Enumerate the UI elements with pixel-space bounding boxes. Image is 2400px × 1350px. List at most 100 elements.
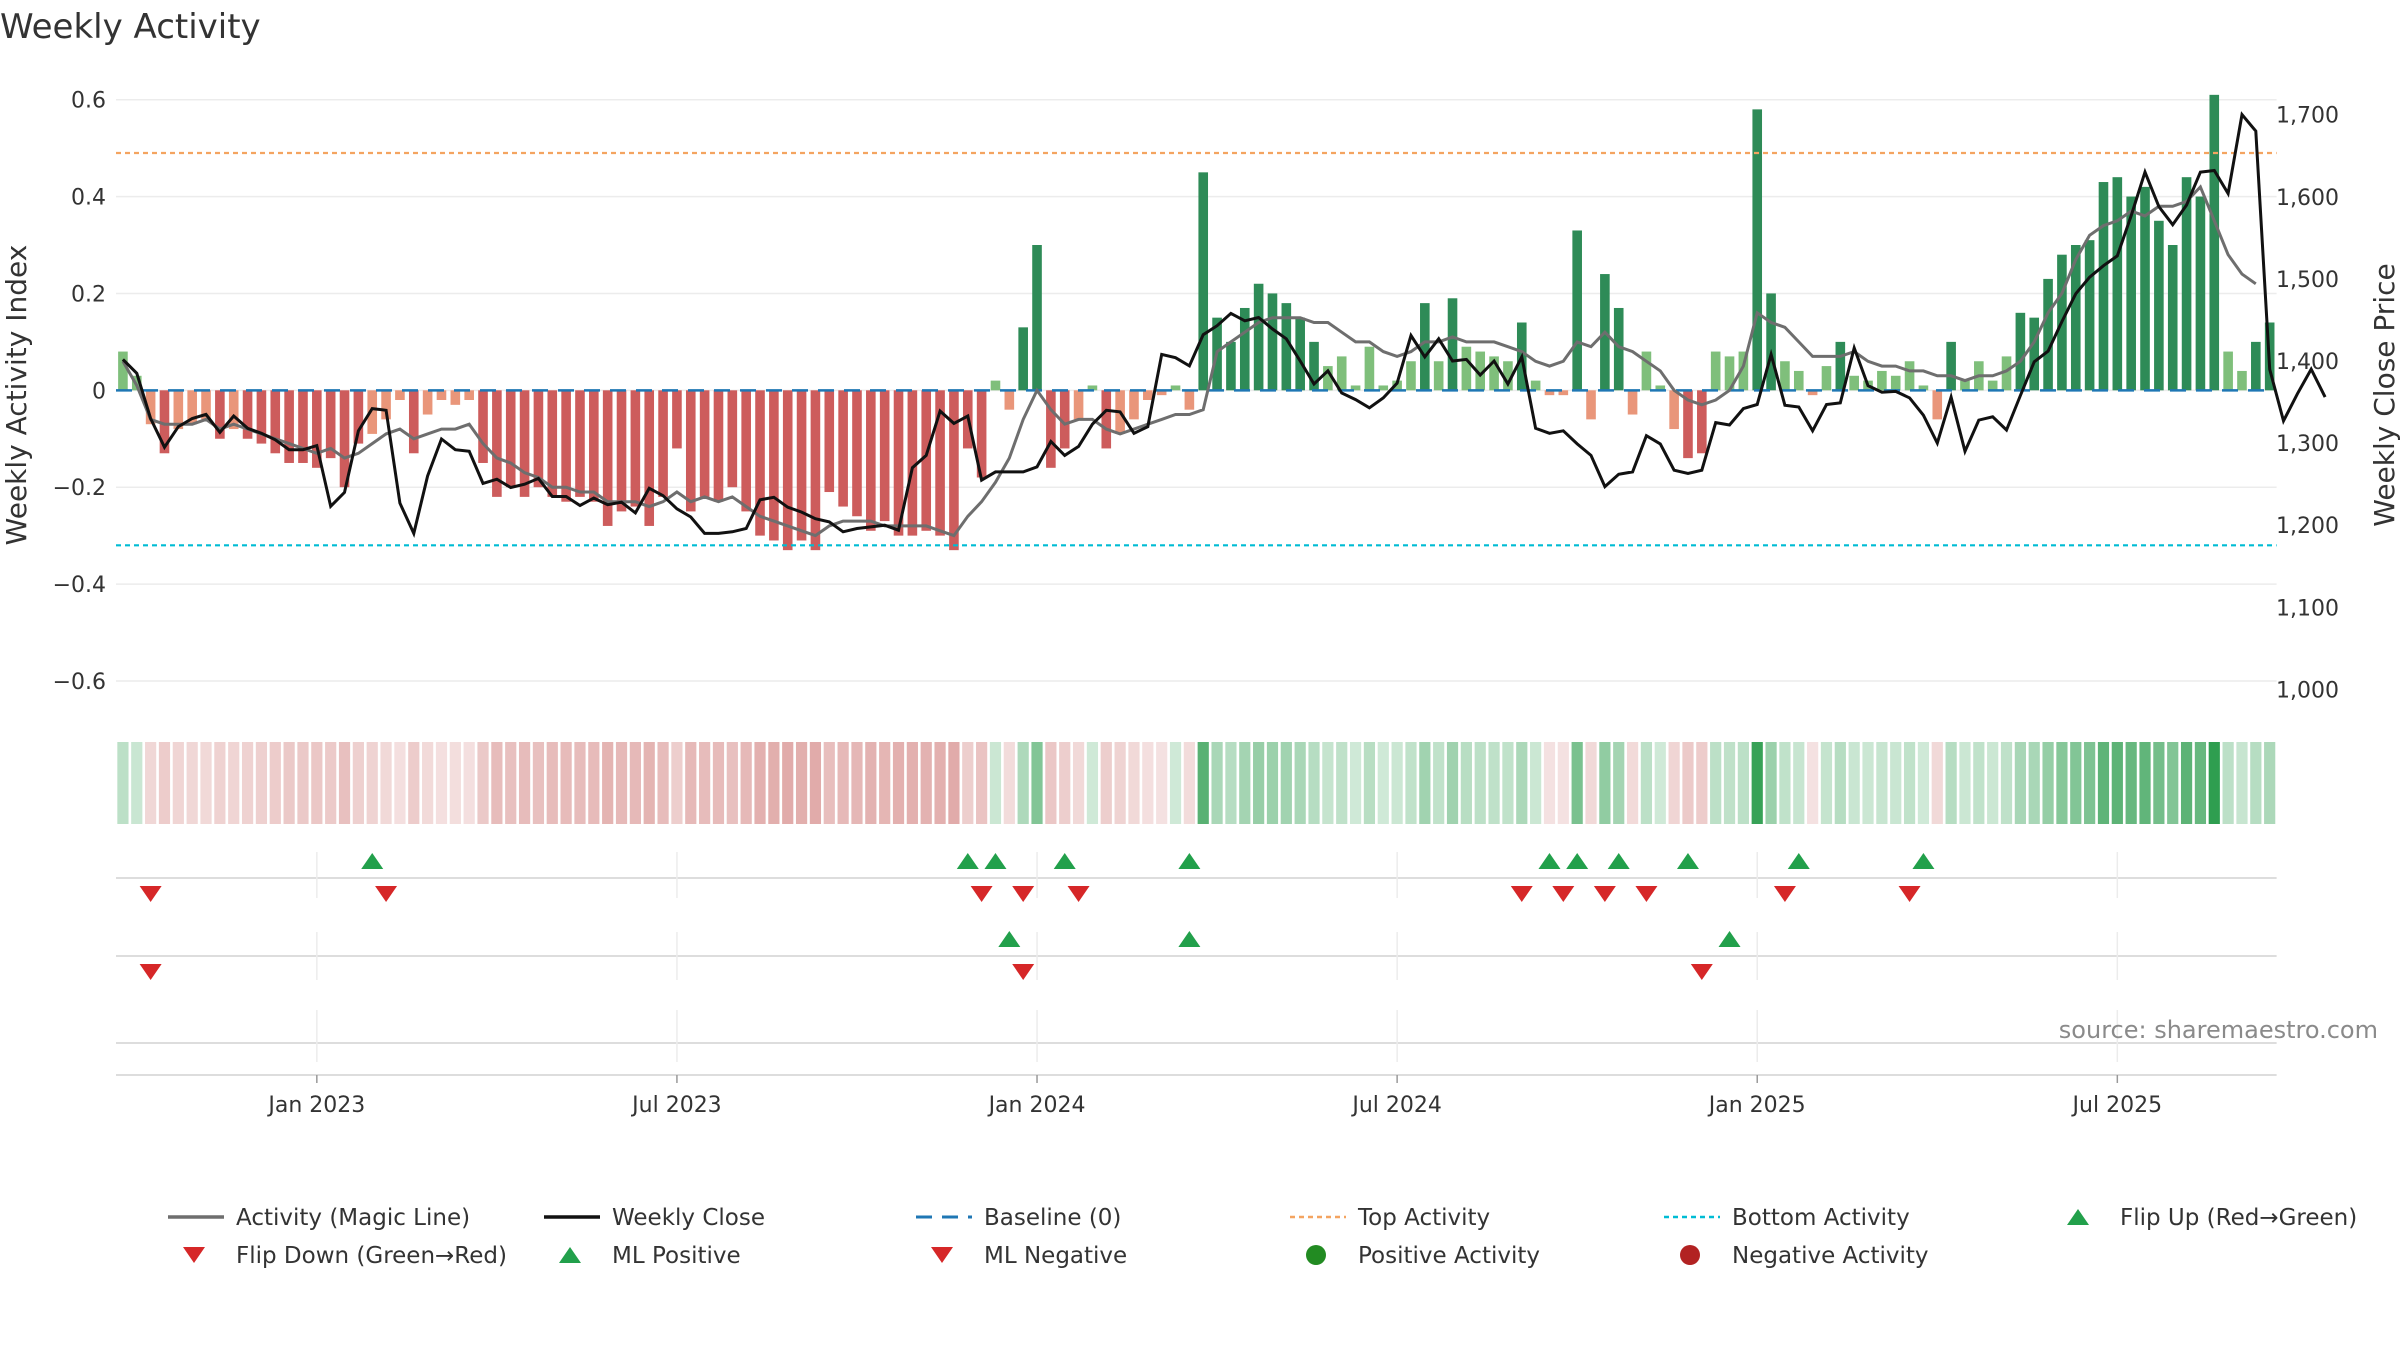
activity-bar [575, 390, 585, 497]
strip-cell [1723, 742, 1736, 824]
activity-bar [893, 390, 904, 536]
activity-bar [547, 390, 558, 497]
legend-label-magic-line: Activity (Magic Line) [236, 1205, 470, 1231]
strip-cell [1834, 742, 1846, 824]
activity-bar [1447, 298, 1458, 391]
right-tick-label: 1,400 [2276, 350, 2339, 375]
activity-bar [367, 390, 378, 434]
activity-bar [1253, 283, 1264, 391]
strip-cell [2167, 742, 2179, 824]
activity-bar [270, 390, 281, 454]
strip-cell [1987, 742, 1999, 824]
strip-cell [1557, 742, 1569, 824]
strip-cell [1530, 742, 1542, 824]
strip-cell [186, 742, 198, 824]
strip-cell [823, 742, 835, 824]
left-tick-label: 0 [92, 379, 106, 404]
activity-bar [1669, 390, 1679, 430]
strip-cell [726, 742, 738, 824]
x-tick-label: Jul 2025 [2071, 1093, 2163, 1118]
strip-cell [1765, 742, 1777, 824]
activity-bar [589, 390, 599, 502]
activity-bar [1073, 390, 1084, 420]
activity-bar [741, 390, 751, 512]
legend-label-top-activity: Top Activity [1357, 1205, 1490, 1231]
activity-bar [2209, 94, 2220, 391]
series-lines [121, 111, 2327, 538]
activity-bar [201, 390, 211, 420]
strip-cell [560, 742, 572, 824]
strip-cell [2153, 742, 2165, 824]
activity-bar [187, 390, 197, 425]
activity-bar [215, 390, 225, 439]
x-tick-label: Jan 2025 [1707, 1093, 1806, 1118]
strip-cell [1737, 742, 1749, 824]
weekly-close-line [121, 111, 2327, 538]
activity-bar [312, 390, 322, 468]
activity-bar [242, 390, 253, 439]
activity-bar [1932, 390, 1943, 420]
activity-bar [1309, 341, 1319, 391]
activity-bar [436, 390, 447, 400]
strip-cell [255, 742, 268, 824]
activity-bar [1807, 390, 1818, 396]
strip-cell [2139, 742, 2151, 824]
activity-bar [602, 390, 613, 526]
strip-cell [463, 742, 475, 824]
activity-bar [1184, 390, 1195, 410]
strip-cell [1599, 742, 1611, 824]
activity-bar [408, 390, 419, 454]
strip-cell [505, 742, 517, 824]
strip-cell [1072, 742, 1085, 824]
activity-bar [1420, 303, 1430, 391]
strip-cell [2208, 742, 2220, 824]
strip-cell [615, 742, 628, 824]
strip-cell [2250, 742, 2262, 824]
strip-cell [629, 742, 641, 824]
strip-cell [837, 742, 849, 824]
activity-bar [1004, 390, 1015, 410]
strip-cell [435, 742, 448, 824]
activity-bar [672, 390, 682, 449]
legend-label-negative-activity: Negative Activity [1732, 1243, 1929, 1269]
activity-bar [1849, 375, 1859, 391]
x-tick-label: Jul 2024 [1350, 1093, 1442, 1118]
magic-line [121, 184, 2257, 538]
x-tick-label: Jul 2023 [630, 1093, 722, 1118]
strip-cell [1059, 742, 1071, 824]
activity-bar [1530, 380, 1541, 391]
strip-cell [1128, 742, 1140, 824]
flip-up-marker [956, 853, 979, 869]
strip-cell [782, 742, 794, 824]
strip-cell [809, 742, 822, 824]
strip-cell [1266, 742, 1279, 824]
left-tick-label: −0.2 [53, 476, 106, 501]
activity-bar [1143, 390, 1153, 400]
activity-bar [2001, 356, 2012, 391]
strip-cell [2097, 742, 2110, 824]
strip-cell [1793, 742, 1805, 824]
strip-cell [1640, 742, 1653, 824]
activity-bar [1627, 390, 1638, 415]
strip-cell [1876, 742, 1888, 824]
activity-bar [118, 351, 128, 391]
activity-bar [1780, 361, 1790, 391]
activity-bar [1586, 390, 1596, 420]
strip-cell [1903, 742, 1916, 824]
strip-cell [1031, 742, 1043, 824]
activity-bar [1904, 361, 1915, 391]
activity-bar [1918, 385, 1929, 391]
activity-bar [1087, 385, 1098, 391]
activity-bar [1544, 390, 1555, 396]
activity-bar [2181, 177, 2192, 391]
flip-down-marker [1012, 886, 1035, 902]
flip-up-marker [1607, 853, 1630, 869]
strip-cell [1751, 742, 1763, 824]
flip-down-marker [139, 886, 162, 902]
activity-bar [381, 390, 391, 420]
flip-up-marker [1912, 853, 1935, 869]
activity-bar [159, 390, 170, 454]
activity-bar [769, 390, 779, 541]
activity-bar [1156, 390, 1167, 396]
